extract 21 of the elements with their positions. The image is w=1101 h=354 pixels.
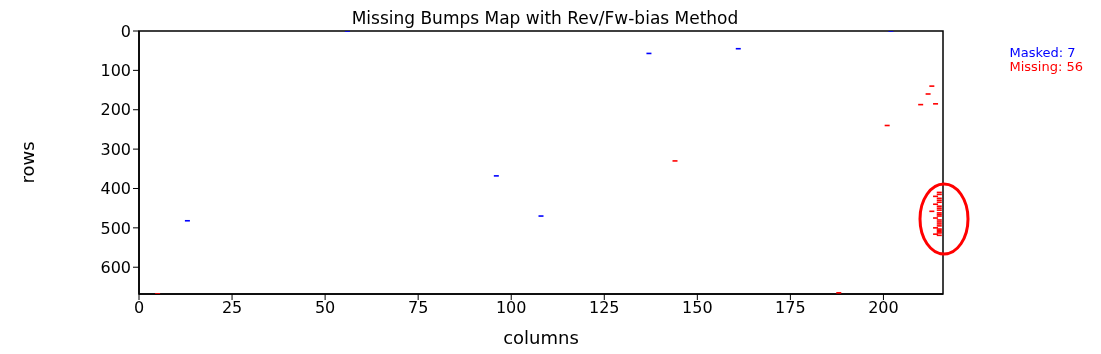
- x-tick-label: 175: [775, 298, 806, 318]
- chart-title: Missing Bumps Map with Rev/Fw-bias Method: [350, 8, 740, 28]
- y-tick-label: 600: [100, 257, 131, 277]
- y-tick-label: 200: [100, 100, 131, 120]
- x-tick-label: 75: [407, 298, 429, 318]
- y-tick-label: 400: [100, 179, 131, 199]
- x-tick-label: 25: [221, 298, 243, 318]
- x-tick-label: 50: [314, 298, 336, 318]
- y-axis-title: rows: [17, 141, 39, 184]
- text: Masked: 7: [1009, 45, 1077, 60]
- x-tick-label: 0: [133, 298, 145, 318]
- x-axis-title: columns: [503, 327, 579, 348]
- text: Missing: 56: [1009, 59, 1083, 74]
- x-tick-label: 125: [589, 298, 620, 318]
- y-tick-label: 300: [100, 139, 131, 159]
- x-tick-label: 200: [868, 298, 899, 318]
- y-tick-label: 0: [120, 21, 131, 41]
- y-tick-label: 100: [100, 61, 131, 81]
- x-tick-label: 100: [495, 298, 527, 318]
- x-tick-label: 150: [682, 298, 713, 318]
- y-tick-label: 500: [100, 218, 131, 238]
